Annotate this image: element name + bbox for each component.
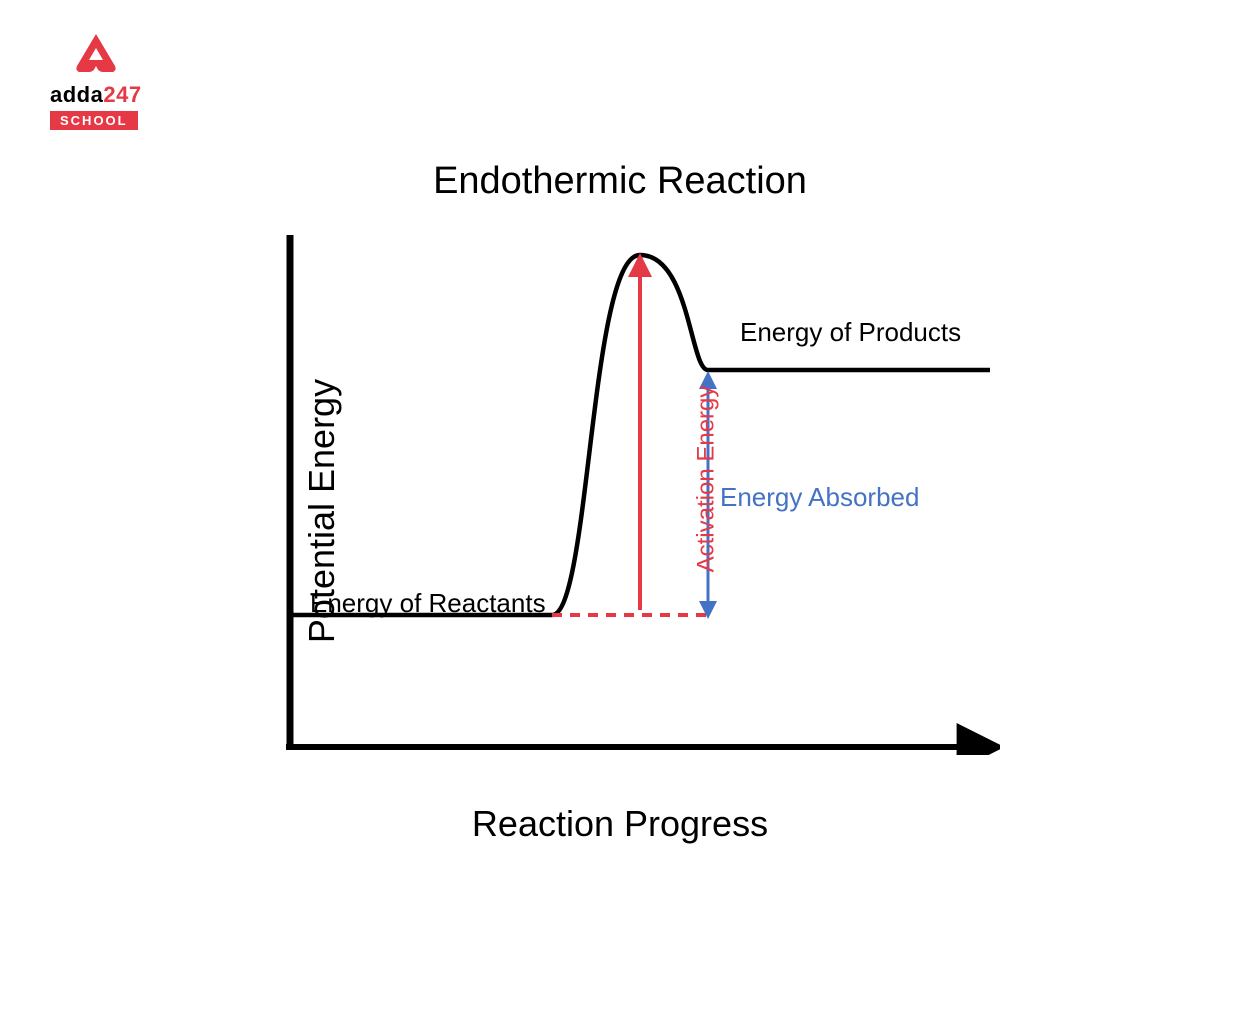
brand-name: adda 247 (50, 82, 142, 108)
x-axis-label: Reaction Progress (472, 803, 768, 845)
absorbed-label: Energy Absorbed (720, 482, 919, 513)
chart-title: Endothermic Reaction (200, 160, 1040, 203)
brand-text-247: 247 (103, 82, 141, 108)
brand-text-adda: adda (50, 82, 103, 108)
activation-label: Activation Energy (692, 386, 720, 573)
energy-diagram: Endothermic Reaction Potential Energy (200, 160, 1040, 840)
reactants-label: Energy of Reactants (310, 588, 546, 619)
brand-sub-label: SCHOOL (50, 111, 138, 130)
logo-icon (71, 30, 121, 80)
products-label: Energy of Products (740, 317, 961, 348)
brand-logo: adda 247 SCHOOL (50, 30, 142, 130)
